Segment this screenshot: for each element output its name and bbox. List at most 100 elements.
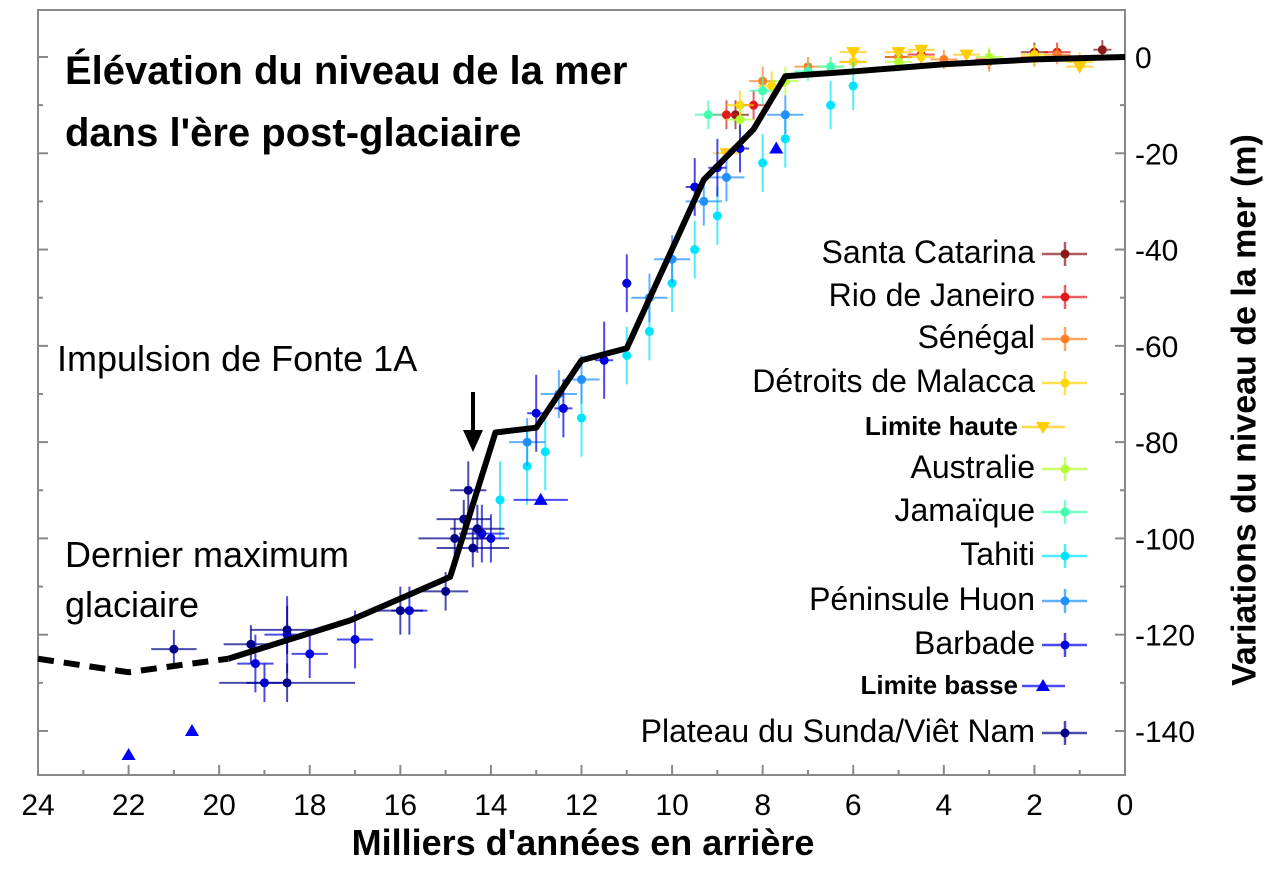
x-tick-label: 8: [754, 789, 771, 822]
x-tick-label: 16: [384, 789, 417, 822]
data-point: [184, 723, 199, 736]
legend-marker: [1042, 242, 1087, 266]
legend-marker: [1022, 679, 1065, 691]
data-point: [699, 196, 709, 206]
legend-label: Péninsule Huon: [809, 581, 1035, 617]
legend-marker: [1042, 327, 1087, 351]
x-tick-label: 10: [655, 789, 688, 822]
data-point: [495, 495, 505, 505]
data-point: [758, 158, 768, 168]
data-point: [558, 403, 568, 413]
legend-marker: [1042, 544, 1087, 568]
legend-symbol: [1060, 640, 1070, 650]
annotation-mwp1a: Impulsion de Fonte 1A: [57, 338, 418, 379]
x-tick-label: 0: [1117, 789, 1134, 822]
chart-title: Élévation du niveau de la mer dans l'ère…: [65, 40, 627, 164]
legend-symbol: [1060, 334, 1070, 344]
data-point: [780, 134, 790, 144]
data-point: [712, 211, 722, 221]
data-point: [769, 141, 784, 154]
legend-label: Sénégal: [917, 319, 1035, 355]
data-point: [894, 57, 904, 67]
legend-symbol: [1036, 422, 1050, 434]
data-point: [826, 62, 836, 72]
legend-symbol: [1060, 728, 1070, 738]
legend-symbol: [1060, 507, 1070, 517]
x-tick-label: 22: [112, 789, 145, 822]
series-p-ninsule-huon: [509, 95, 804, 467]
data-point: [703, 110, 713, 120]
y-tick-label: -120: [1135, 620, 1195, 653]
data-point: [916, 52, 926, 62]
data-point: [1072, 61, 1087, 74]
legend-label: Limite basse: [860, 670, 1018, 700]
data-point: [721, 172, 731, 182]
legend-marker: [1042, 589, 1087, 613]
y-tick-label: -100: [1135, 523, 1195, 556]
legend-label: Limite haute: [864, 411, 1018, 441]
y-axis-label: Variations du niveau de la mer (m): [1225, 134, 1264, 686]
data-point: [848, 81, 858, 91]
legend-label: Barbade: [914, 625, 1035, 661]
data-point: [250, 659, 260, 669]
legend-label: Jamaïque: [894, 492, 1035, 528]
data-point: [622, 278, 632, 288]
y-tick-label: 0: [1135, 42, 1152, 75]
data-point: [622, 350, 632, 360]
data-point: [914, 44, 929, 57]
series-jama-que: [694, 57, 845, 130]
data-point: [282, 678, 292, 688]
data-point: [522, 437, 532, 447]
data-point: [246, 639, 256, 649]
arrow-head-icon: [463, 430, 483, 452]
data-point: [758, 86, 768, 96]
series-limite-basse: [121, 141, 784, 761]
data-point: [690, 245, 700, 255]
legend-symbol: [1036, 679, 1050, 691]
legend-marker: [1042, 500, 1087, 524]
curve-solid: [227, 54, 1126, 662]
data-point: [599, 355, 609, 365]
y-tick-label: -140: [1135, 716, 1195, 749]
x-tick-label: 18: [293, 789, 326, 822]
x-tick-label: 4: [935, 789, 952, 822]
data-point: [735, 115, 745, 125]
legend-marker: [1042, 285, 1087, 309]
data-point: [826, 100, 836, 110]
curve-dashed: [37, 655, 229, 676]
legend-symbol: [1060, 292, 1070, 302]
data-point: [282, 625, 292, 635]
legend-marker: [1042, 633, 1087, 657]
data-point: [959, 49, 974, 62]
x-tick-label: 20: [202, 789, 235, 822]
data-point: [721, 110, 731, 120]
legend-marker: [1022, 422, 1065, 434]
data-point: [848, 57, 858, 67]
data-point: [169, 644, 179, 654]
data-point: [533, 492, 548, 505]
legend-label: Rio de Janeiro: [828, 277, 1035, 313]
legend-label: Tahiti: [960, 536, 1035, 572]
y-tick-label: -80: [1135, 427, 1178, 460]
legend-marker: [1042, 371, 1087, 395]
data-point: [577, 375, 586, 385]
x-tick-label: 6: [845, 789, 862, 822]
data-point: [1097, 45, 1107, 55]
title-line-1: Élévation du niveau de la mer: [65, 49, 628, 93]
data-point: [767, 81, 777, 91]
data-point: [441, 586, 451, 596]
legend-symbol: [1060, 551, 1070, 561]
y-tick-label: -20: [1135, 138, 1178, 171]
legend-symbol: [1060, 464, 1070, 474]
legend-label: Détroits de Malacca: [752, 363, 1035, 399]
data-point: [463, 485, 473, 495]
x-tick-label: 12: [565, 789, 598, 822]
legend-marker: [1042, 457, 1087, 481]
legend-marker: [1042, 721, 1087, 745]
x-axis-label: Milliers d'années en arrière: [351, 822, 815, 863]
title-line-2: dans l'ère post-glaciaire: [65, 111, 522, 155]
data-point: [780, 110, 790, 120]
data-point: [305, 649, 315, 659]
data-point: [395, 606, 405, 616]
